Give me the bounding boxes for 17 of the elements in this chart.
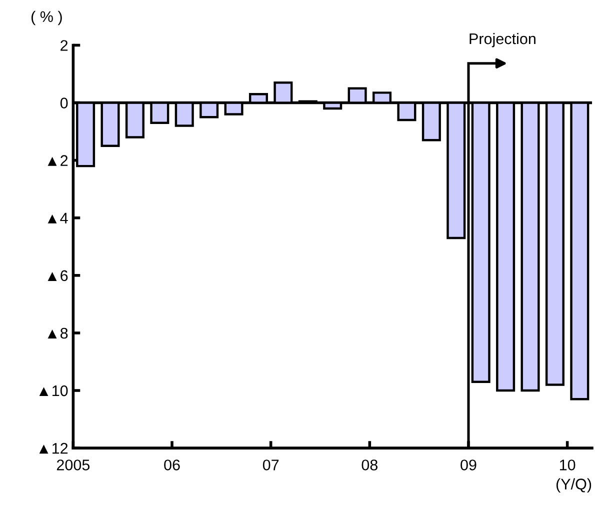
x-tick-label: 09 [460, 460, 476, 470]
x-axis-title: (Y/Q) [556, 478, 592, 493]
x-tick-label: 07 [262, 460, 279, 470]
y-tick-label: ▲4 [48, 212, 68, 224]
x-tick-label: 06 [164, 460, 180, 470]
x-tick-label: 10 [560, 460, 576, 470]
y-tick-label: 2 [60, 40, 68, 51]
y-tick-label: ▲10 [39, 385, 68, 396]
y-tick-label: ▲6 [48, 270, 68, 282]
x-tick-label: 2005 [56, 460, 90, 470]
y-axis-title: ( % ) [32, 10, 62, 26]
ref-line-label: Projection [470, 32, 536, 48]
x-tick-label: 08 [362, 460, 378, 470]
y-tick-label: ▲8 [48, 328, 68, 339]
y-tick-label: 0 [60, 98, 68, 108]
y-tick-label: ▲2 [48, 155, 68, 166]
y-tick-label: ▲12 [39, 442, 68, 454]
